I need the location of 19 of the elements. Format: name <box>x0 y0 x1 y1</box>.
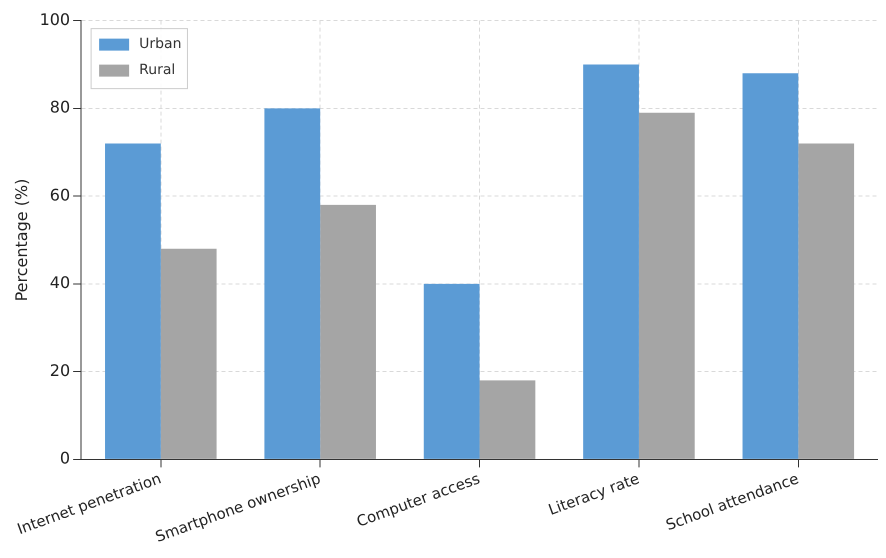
y-tick-label: 60 <box>50 185 70 204</box>
y-tick-label: 100 <box>40 10 70 29</box>
y-axis-title: Percentage (%) <box>12 178 32 302</box>
y-tick-label: 80 <box>50 98 70 117</box>
bar <box>105 143 161 459</box>
legend-label: Rural <box>139 62 176 78</box>
legend-label: Urban <box>139 36 182 52</box>
y-tick-label: 0 <box>60 448 70 468</box>
bar <box>424 284 480 459</box>
y-tick-label: 20 <box>50 360 70 380</box>
bar <box>798 143 854 459</box>
bar <box>320 204 376 459</box>
bar <box>160 248 217 459</box>
bar <box>264 108 320 459</box>
bar <box>583 64 639 459</box>
bar <box>638 112 695 459</box>
bar <box>480 380 536 459</box>
bar <box>742 73 798 459</box>
y-tick-label: 40 <box>50 273 70 292</box>
